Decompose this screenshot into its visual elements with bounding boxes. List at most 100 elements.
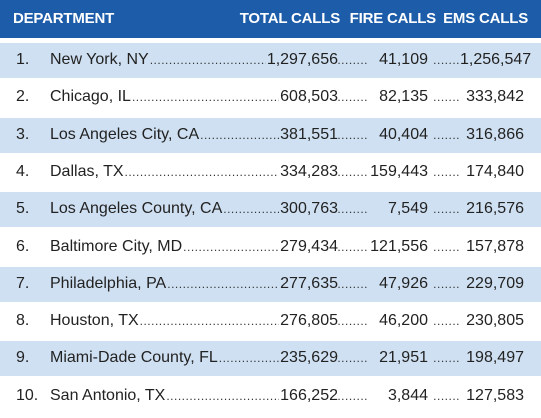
rank-number: 2. (16, 88, 30, 106)
fire-calls-value: 3,844 (387, 386, 428, 404)
dot-leader (132, 90, 279, 104)
dot-leader (200, 128, 279, 142)
total-calls-value: 381,551 (280, 125, 338, 143)
dot-leader (432, 128, 460, 142)
total-calls-value: 277,635 (280, 274, 338, 292)
row-values: New York, NY 1,297,656 41,109 1,256,547 (50, 51, 532, 69)
fire-calls-cell: 21,951 (338, 349, 432, 367)
dot-leader (338, 90, 368, 104)
dot-leader (223, 202, 279, 216)
row-values: Chicago, IL 608,503 82,135 333,842 (50, 88, 524, 106)
fire-calls-value: 46,200 (379, 312, 428, 330)
fire-calls-cell: 41,109 (338, 51, 432, 69)
fire-calls-value: 159,443 (370, 162, 428, 180)
ems-calls-cell: 230,805 (432, 312, 524, 330)
ems-calls-cell: 127,583 (432, 387, 524, 405)
table-row: 8. Houston, TX 276,805 46,200 230,805 (0, 304, 541, 339)
table-header: DEPARTMENT TOTAL CALLS FIRE CALLS EMS CA… (0, 0, 541, 38)
rank-number: 8. (16, 312, 30, 330)
row-values: San Antonio, TX 166,252 3,844 127,583 (50, 387, 524, 405)
ems-calls-cell: 333,842 (432, 88, 524, 106)
ems-calls-value: 174,840 (466, 162, 524, 180)
ems-calls-value: 333,842 (466, 88, 524, 106)
ems-calls-value: 316,866 (466, 125, 524, 143)
fire-calls-cell: 82,135 (338, 88, 432, 106)
fire-calls-cell: 46,200 (338, 312, 432, 330)
dot-leader (338, 240, 368, 254)
total-calls-value: 279,434 (280, 237, 338, 255)
row-values: Miami-Dade County, FL 235,629 21,951 198,49… (50, 349, 524, 367)
fire-calls-cell: 121,556 (338, 238, 432, 256)
ems-calls-value: 230,805 (466, 312, 524, 330)
fire-calls-cell: 159,443 (338, 163, 432, 181)
dot-leader (432, 351, 460, 365)
ems-calls-value: 157,878 (466, 237, 524, 255)
department-name: Philadelphia, PA (50, 274, 167, 292)
total-calls-value: 166,252 (280, 386, 338, 404)
dot-leader (432, 165, 460, 179)
row-values: Los Angeles County, CA 300,763 7,549 216,57… (50, 200, 524, 218)
ems-calls-cell: 1,256,547 (432, 51, 532, 69)
fire-calls-value: 21,951 (379, 349, 428, 367)
table-row: 6. Baltimore City, MD 279,434 121,556 157,87… (0, 230, 541, 265)
department-name: Los Angeles County, CA (50, 200, 223, 218)
dot-leader (338, 314, 368, 328)
ems-calls-value: 127,583 (466, 386, 524, 404)
department-name: Houston, TX (50, 312, 139, 330)
rank-number: 6. (16, 237, 30, 255)
dot-leader (432, 314, 460, 328)
dot-leader (150, 53, 266, 67)
department-name: Miami-Dade County, FL (50, 349, 218, 367)
department-name: New York, NY (50, 51, 149, 68)
dot-leader (432, 277, 460, 291)
ems-calls-cell: 316,866 (432, 126, 524, 144)
table-row: 9. Miami-Dade County, FL 235,629 21,951 198,… (0, 341, 541, 377)
fire-calls-value: 47,926 (379, 274, 428, 292)
department-name: Chicago, IL (50, 88, 131, 106)
row-values: Houston, TX 276,805 46,200 230,805 (50, 312, 524, 330)
dot-leader (166, 389, 279, 403)
dot-leader (219, 351, 279, 365)
table-row: 10. San Antonio, TX 166,252 3,844 127,583 (0, 379, 541, 414)
fire-calls-cell: 47,926 (338, 275, 432, 293)
rank-number: 4. (16, 162, 30, 180)
ems-calls-cell: 229,709 (432, 275, 524, 293)
ems-calls-cell: 198,497 (432, 349, 524, 367)
dot-leader (167, 277, 279, 291)
fire-calls-cell: 7,549 (338, 200, 432, 218)
ems-calls-value: 1,256,547 (460, 51, 532, 68)
department-name: Baltimore City, MD (50, 237, 183, 255)
header-department: DEPARTMENT (13, 10, 115, 27)
row-values: Baltimore City, MD 279,434 121,556 157,878 (50, 238, 524, 256)
dot-leader (338, 202, 368, 216)
dot-leader (338, 351, 368, 365)
ems-calls-cell: 157,878 (432, 238, 524, 256)
total-calls-value: 1,297,656 (266, 51, 338, 68)
table-row: 3. Los Angeles City, CA 381,551 40,404 316,8… (0, 117, 541, 153)
table-row: 7. Philadelphia, PA 277,635 47,926 229,709 (0, 266, 541, 302)
fire-calls-value: 41,109 (379, 51, 428, 68)
header-ems-calls: EMS CALLS (443, 10, 528, 27)
total-calls-value: 300,763 (280, 200, 338, 218)
total-calls-value: 276,805 (280, 312, 338, 330)
fire-calls-value: 121,556 (370, 237, 428, 255)
rank-number: 10. (16, 386, 39, 404)
department-name: San Antonio, TX (50, 386, 166, 404)
header-total-calls: TOTAL CALLS (239, 10, 340, 27)
ems-calls-value: 216,576 (466, 200, 524, 218)
dot-leader (432, 90, 460, 104)
table-row: 4. Dallas, TX 334,283 159,443 174,840 (0, 155, 541, 190)
dot-leader (140, 314, 280, 328)
department-name: Los Angeles City, CA (50, 125, 200, 143)
fire-calls-value: 82,135 (379, 88, 428, 106)
row-values: Dallas, TX 334,283 159,443 174,840 (50, 163, 524, 181)
fire-calls-cell: 3,844 (338, 387, 432, 405)
row-values: Los Angeles City, CA 381,551 40,404 316,866 (50, 126, 524, 144)
dot-leader (183, 240, 279, 254)
rank-number: 3. (16, 125, 30, 143)
table-row: 1. New York, NY 1,297,656 41,109 1,256,547 (0, 43, 541, 78)
dot-leader (338, 277, 368, 291)
rank-number: 5. (16, 200, 30, 218)
total-calls-value: 235,629 (280, 349, 338, 367)
